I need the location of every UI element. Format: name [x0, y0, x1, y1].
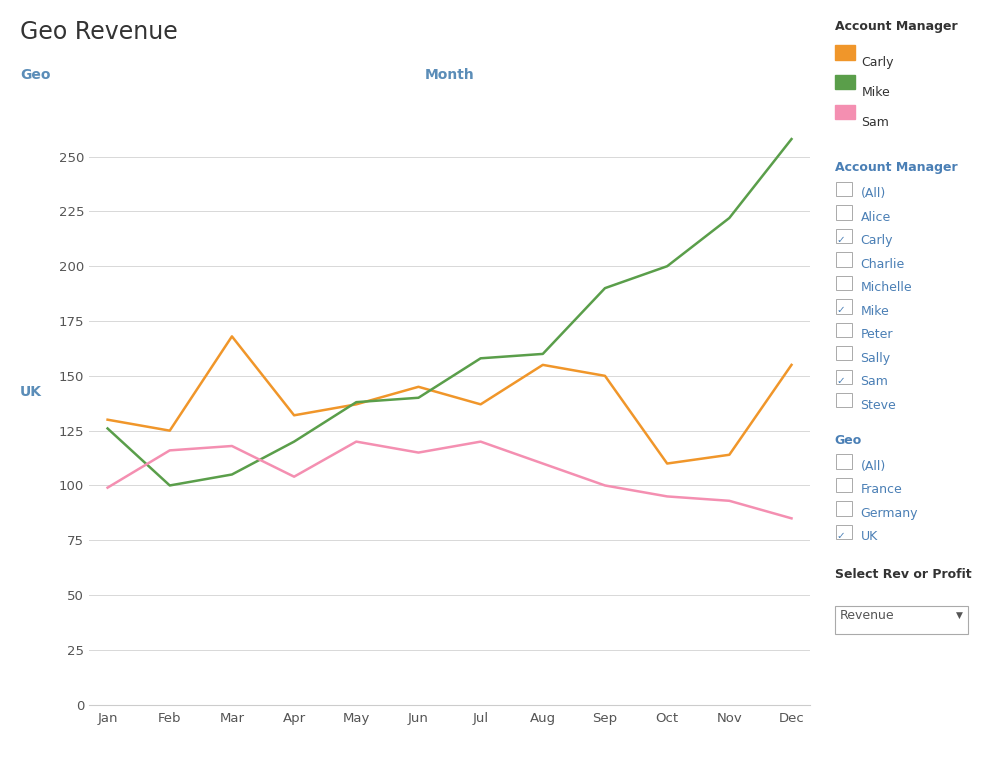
- Text: Charlie: Charlie: [861, 258, 905, 271]
- Text: UK: UK: [861, 530, 877, 543]
- Text: Sam: Sam: [862, 116, 889, 129]
- Text: ✓: ✓: [837, 531, 846, 541]
- Text: Geo Revenue: Geo Revenue: [20, 20, 178, 44]
- Text: Month: Month: [425, 68, 474, 82]
- Text: Sally: Sally: [861, 352, 890, 365]
- Text: Geo: Geo: [835, 434, 863, 447]
- Text: ✓: ✓: [837, 235, 846, 245]
- Text: Germany: Germany: [861, 507, 918, 520]
- Text: ✓: ✓: [837, 376, 846, 386]
- Text: France: France: [861, 483, 902, 496]
- Text: Carly: Carly: [861, 234, 893, 247]
- Text: Sam: Sam: [861, 375, 888, 388]
- Text: (All): (All): [861, 187, 886, 200]
- Text: Mike: Mike: [861, 305, 889, 318]
- Text: Account Manager: Account Manager: [835, 20, 957, 33]
- Text: Select Rev or Profit: Select Rev or Profit: [835, 568, 971, 582]
- Text: Revenue: Revenue: [840, 609, 894, 622]
- Text: Michelle: Michelle: [861, 281, 912, 294]
- Text: Geo: Geo: [20, 68, 50, 82]
- Text: ✓: ✓: [837, 305, 846, 316]
- Text: (All): (All): [861, 460, 886, 473]
- Text: Alice: Alice: [861, 211, 891, 224]
- Text: ▼: ▼: [956, 611, 963, 619]
- Text: UK: UK: [20, 384, 41, 399]
- Text: Mike: Mike: [862, 86, 890, 99]
- Text: Carly: Carly: [862, 56, 894, 70]
- Text: Account Manager: Account Manager: [835, 161, 957, 175]
- Text: Steve: Steve: [861, 399, 896, 412]
- Text: Peter: Peter: [861, 328, 893, 341]
